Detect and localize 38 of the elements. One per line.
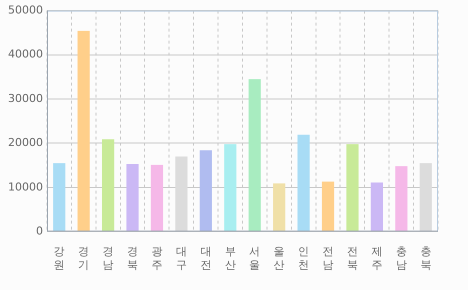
bar: [126, 164, 139, 232]
y-tick-label: 20000: [8, 136, 43, 150]
x-tick-label: 전북: [346, 245, 358, 272]
y-tick-label: 50000: [8, 3, 43, 16]
x-tick-label: 강원: [54, 245, 65, 272]
bar: [346, 144, 359, 232]
x-tick-label: 울산: [274, 245, 285, 272]
bar: [175, 156, 188, 232]
x-tick-label: 대전: [200, 245, 212, 272]
bar: [200, 150, 212, 232]
bar: [53, 163, 66, 232]
y-tick-label: 0: [36, 224, 43, 238]
y-tick-label: 10000: [8, 180, 43, 194]
x-tick-label: 충남: [396, 245, 407, 272]
x-tick-label: 경남: [102, 245, 114, 272]
bar: [78, 30, 90, 232]
x-tick-label: 경기: [78, 245, 90, 272]
y-tick-label: 40000: [8, 48, 43, 61]
bar: [102, 139, 114, 232]
x-tick-label: 경북: [127, 245, 138, 272]
bar: [150, 164, 164, 232]
x-tick-label: 서울: [249, 245, 260, 272]
bar: [370, 182, 384, 232]
bar: [322, 182, 334, 232]
x-tick-label: 부산: [224, 245, 236, 272]
x-tick-label: 충북: [420, 245, 432, 272]
x-tick-label: 제주: [371, 245, 382, 272]
y-tick-label: 30000: [8, 92, 43, 105]
x-tick-label: 인천: [298, 245, 310, 272]
bar: [273, 183, 286, 232]
bar: [297, 134, 310, 232]
bar: [395, 166, 408, 232]
x-tick-label: 전남: [322, 245, 334, 272]
x-tick-label: 대구: [176, 245, 187, 272]
bar: [224, 144, 236, 232]
bar: [420, 163, 432, 232]
bar: [248, 79, 261, 232]
x-tick-label: 광주: [151, 245, 162, 272]
